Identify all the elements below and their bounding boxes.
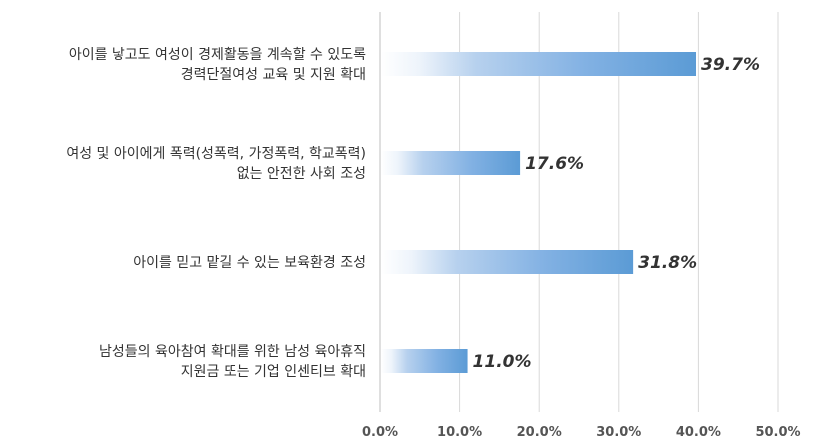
value-labels: 39.7% 17.6% 31.8% 11.0% bbox=[473, 55, 760, 372]
bar-value-label: 31.8% bbox=[638, 253, 697, 273]
x-axis-ticks: 0.0% 10.0% 20.0% 30.0% 40.0% 50.0% bbox=[362, 425, 801, 440]
gridlines bbox=[379, 12, 779, 412]
category-label: 남성들의 육아참여 확대를 위한 남성 육아휴직 지원금 또는 기업 인센티브 확… bbox=[99, 344, 366, 380]
bar bbox=[381, 349, 468, 373]
category-labels: 아이를 낳고도 여성이 경제활동을 계속할 수 있도록 경력단절여성 교육 및 지… bbox=[66, 47, 366, 380]
category-label: 여성 및 아이에게 폭력(성폭력, 가정폭력, 학교폭력) 없는 안전한 사회 조… bbox=[66, 146, 366, 182]
bar-value-label: 39.7% bbox=[701, 55, 760, 75]
category-label: 아이를 낳고도 여성이 경제활동을 계속할 수 있도록 경력단절여성 교육 및 지… bbox=[69, 47, 366, 83]
bar-value-label: 11.0% bbox=[473, 352, 532, 372]
x-tick-label: 0.0% bbox=[362, 425, 398, 440]
bar bbox=[381, 52, 697, 76]
bar bbox=[381, 151, 521, 175]
category-label: 아이를 믿고 맡길 수 있는 보육환경 조성 bbox=[133, 255, 366, 271]
bar-value-label: 17.6% bbox=[525, 154, 584, 174]
x-tick-label: 30.0% bbox=[596, 425, 641, 440]
x-tick-label: 40.0% bbox=[676, 425, 721, 440]
x-tick-label: 20.0% bbox=[517, 425, 562, 440]
bar bbox=[381, 250, 634, 274]
bars bbox=[381, 52, 697, 373]
x-tick-label: 50.0% bbox=[755, 425, 800, 440]
x-tick-label: 10.0% bbox=[437, 425, 482, 440]
